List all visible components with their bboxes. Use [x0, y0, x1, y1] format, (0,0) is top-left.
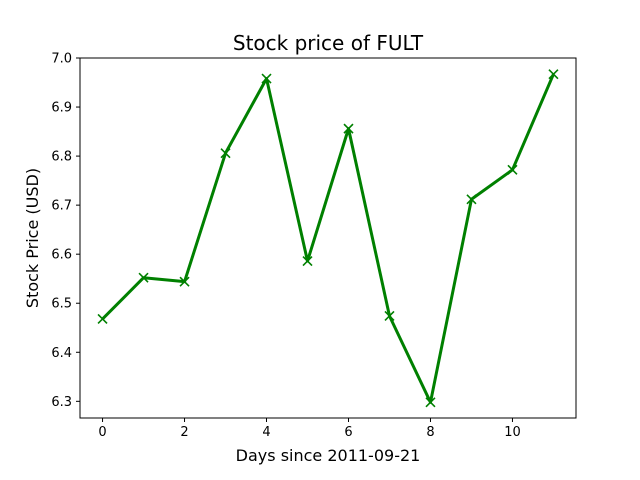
- x-tick-label: 2: [180, 425, 188, 440]
- data-point-marker: [138, 272, 149, 283]
- x-tick-label: 10: [504, 425, 521, 440]
- x-tick-label: 4: [262, 425, 270, 440]
- data-point-marker: [384, 310, 395, 322]
- data-point-marker: [97, 313, 108, 324]
- series-line: [101, 73, 555, 404]
- x-axis-label: Days since 2011-09-21: [236, 446, 421, 465]
- data-point-marker: [343, 123, 354, 134]
- data-point-marker: [466, 194, 477, 205]
- data-point-marker: [220, 148, 231, 159]
- y-tick-label: 6.3: [51, 395, 72, 410]
- x-tick-label: 8: [426, 425, 434, 440]
- series-layer: [97, 69, 559, 408]
- chart-title: Stock price of FULT: [233, 31, 424, 55]
- data-point-marker: [261, 73, 272, 84]
- y-tick-label: 6.9: [51, 101, 72, 116]
- x-tick-label: 6: [344, 425, 352, 440]
- data-point-marker: [302, 255, 313, 267]
- y-tick-label: 6.8: [51, 150, 72, 165]
- plot-frame: [79, 57, 577, 419]
- data-point-marker: [507, 164, 518, 175]
- data-point-marker: [425, 397, 436, 408]
- x-tick-label: 0: [98, 425, 106, 440]
- y-tick-label: 6.6: [51, 248, 72, 263]
- data-point-marker: [179, 276, 190, 287]
- ticks-layer: 0 2 4 6 8 10 6.3 6.4 6.5 6.6 6.7 6.8 6.9 7.0: [51, 52, 520, 441]
- data-point-marker: [548, 69, 559, 80]
- y-tick-label: 6.5: [51, 297, 72, 312]
- y-tick-label: 6.4: [51, 346, 72, 361]
- y-tick-label: 7.0: [51, 52, 72, 67]
- y-axis-label: Stock Price (USD): [23, 168, 42, 308]
- y-tick-label: 6.7: [51, 199, 72, 214]
